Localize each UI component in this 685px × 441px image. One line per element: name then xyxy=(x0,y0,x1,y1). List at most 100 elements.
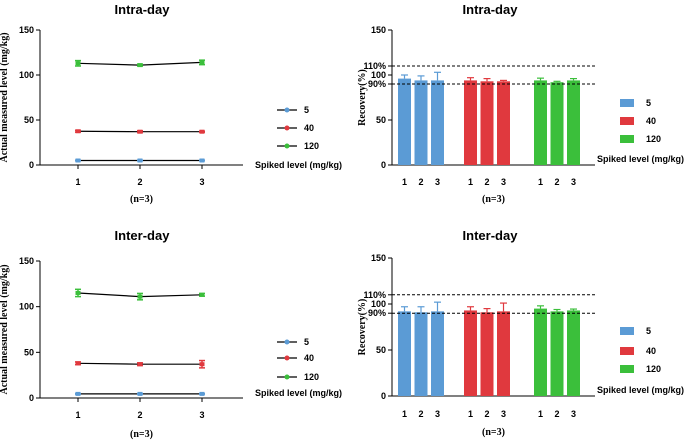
data-point xyxy=(75,290,81,295)
legend-swatch xyxy=(620,99,634,107)
y-tick-label: 100 xyxy=(371,299,386,309)
legend-swatch xyxy=(620,365,634,373)
legend-marker xyxy=(284,339,290,345)
x-tick-label: 3 xyxy=(501,177,506,187)
x-tick-label: 3 xyxy=(199,410,204,420)
legend-label: 5 xyxy=(304,337,309,347)
y-tick-label: 100 xyxy=(371,70,386,80)
x-tick-label: 2 xyxy=(484,177,489,187)
legend-label: 40 xyxy=(304,353,314,363)
legend-label: 120 xyxy=(304,372,319,382)
x-tick-label: 3 xyxy=(199,177,204,187)
bar xyxy=(567,80,580,165)
x-axis-label: (n=3) xyxy=(482,194,505,205)
legend-marker xyxy=(284,143,290,149)
y-tick-label: 150 xyxy=(371,253,386,263)
x-tick-label: 2 xyxy=(554,409,559,419)
x-tick-label: 1 xyxy=(75,410,80,420)
y-tick-label: 50 xyxy=(24,347,34,357)
y-tick-label: 150 xyxy=(19,256,34,266)
bar xyxy=(480,312,494,396)
data-point xyxy=(75,158,81,163)
x-tick-label: 1 xyxy=(538,409,543,419)
x-tick-label: 3 xyxy=(571,177,576,187)
data-point xyxy=(199,60,205,65)
x-tick-label: 1 xyxy=(75,177,80,187)
x-tick-label: 2 xyxy=(137,410,142,420)
x-axis-label: (n=3) xyxy=(130,429,153,440)
y-axis-label: Recovery(%) xyxy=(357,69,368,126)
legend-label: 40 xyxy=(646,116,656,126)
data-point xyxy=(137,158,143,163)
bar xyxy=(398,311,411,396)
chart-title: Inter-day xyxy=(463,228,519,243)
y-tick-label: 90% xyxy=(368,79,386,89)
x-tick-label: 2 xyxy=(484,409,489,419)
bar xyxy=(534,80,547,165)
data-point xyxy=(75,129,81,134)
data-point xyxy=(137,129,143,134)
data-point xyxy=(137,391,143,396)
data-point xyxy=(137,294,143,299)
x-tick-label: 3 xyxy=(435,177,440,187)
data-point xyxy=(75,361,81,366)
legend-swatch xyxy=(620,347,634,355)
data-point xyxy=(199,129,205,134)
y-axis-label: Recovery(%) xyxy=(357,299,368,356)
y-tick-label: 150 xyxy=(19,25,34,35)
bar xyxy=(431,80,444,165)
bar xyxy=(534,308,547,396)
data-point xyxy=(75,61,81,66)
x-tick-label: 3 xyxy=(435,409,440,419)
y-tick-label: 110% xyxy=(363,290,386,300)
bar xyxy=(550,82,564,165)
legend-marker xyxy=(284,355,290,361)
y-axis-label: Actual measured level (mg/kg) xyxy=(0,32,10,162)
legend-swatch xyxy=(620,135,634,143)
bar xyxy=(398,78,411,165)
legend-swatch xyxy=(620,117,634,125)
x-tick-label: 1 xyxy=(538,177,543,187)
bar xyxy=(414,312,428,396)
data-point xyxy=(199,391,205,396)
chart-title: Intra-day xyxy=(115,2,171,17)
data-point xyxy=(137,63,143,68)
data-point xyxy=(199,292,205,297)
bar xyxy=(567,310,580,396)
data-point xyxy=(75,391,81,396)
legend-title: Spiked level (mg/kg) xyxy=(255,160,342,170)
y-tick-label: 90% xyxy=(368,308,386,318)
x-tick-label: 3 xyxy=(501,409,506,419)
bar xyxy=(497,311,510,396)
legend-title: Spiked level (mg/kg) xyxy=(255,388,342,398)
x-tick-label: 1 xyxy=(402,177,407,187)
legend-marker xyxy=(284,374,290,380)
bar xyxy=(431,311,444,396)
chart-panel-inter-line: Inter-day 0 50 100 150 Actual measured level … xyxy=(0,228,342,440)
data-point xyxy=(199,158,205,163)
bar xyxy=(464,310,477,396)
y-tick-label: 0 xyxy=(381,391,386,401)
legend-label: 40 xyxy=(304,123,314,133)
legend-label: 120 xyxy=(304,141,319,151)
legend-label: 120 xyxy=(646,364,661,374)
data-point xyxy=(199,362,205,367)
x-tick-label: 2 xyxy=(418,177,423,187)
bar xyxy=(550,311,564,396)
bar xyxy=(497,81,510,165)
legend-marker xyxy=(284,125,290,131)
y-tick-label: 150 xyxy=(371,25,386,35)
x-tick-label: 2 xyxy=(554,177,559,187)
legend-swatch xyxy=(620,327,634,335)
legend-title: Spiked level (mg/kg) xyxy=(597,385,684,395)
x-tick-label: 2 xyxy=(418,409,423,419)
legend-label: 40 xyxy=(646,346,656,356)
y-tick-label: 50 xyxy=(24,115,34,125)
legend-label: 5 xyxy=(646,326,651,336)
y-tick-label: 100 xyxy=(19,70,34,80)
bar xyxy=(480,81,494,165)
legend-label: 5 xyxy=(646,98,651,108)
